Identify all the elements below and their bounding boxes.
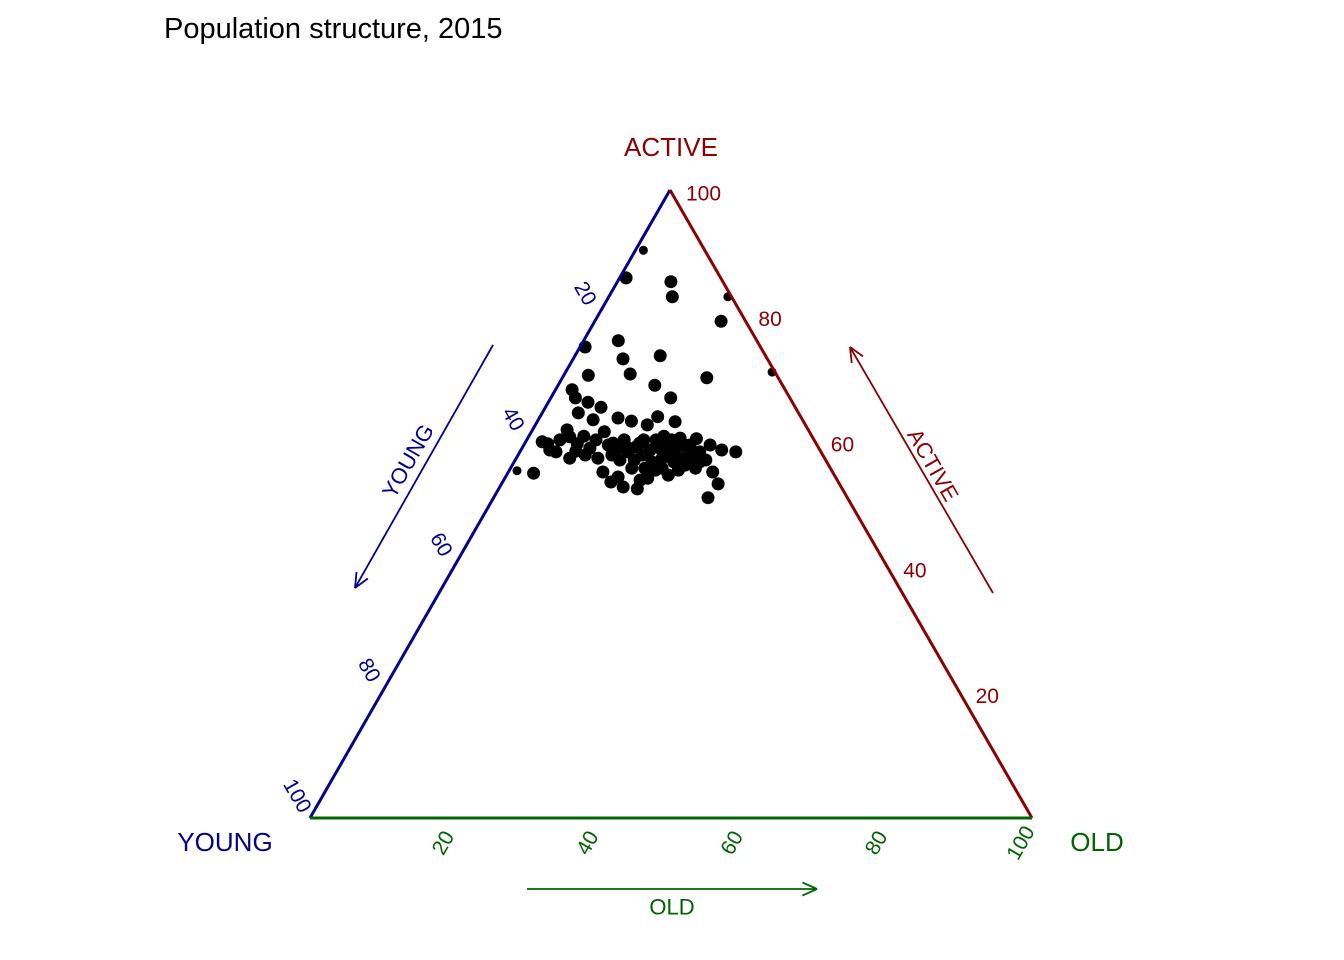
chart-title: Population structure, 2015	[164, 13, 503, 45]
data-point	[589, 433, 603, 447]
data-point	[624, 414, 638, 428]
arrow-label-young: YOUNG	[377, 420, 439, 502]
data-point	[706, 465, 720, 479]
data-point	[541, 437, 555, 451]
data-point	[616, 352, 630, 366]
young-direction-arrow-shaft	[354, 344, 494, 589]
data-point	[700, 371, 714, 385]
data-point	[594, 400, 608, 414]
data-point	[609, 443, 623, 457]
data-point	[611, 334, 625, 348]
data-point	[596, 465, 610, 479]
data-point	[653, 349, 667, 363]
tick-label-left: 20	[569, 278, 601, 310]
old-direction-arrow-head	[802, 881, 818, 890]
data-point	[616, 480, 630, 494]
data-point	[563, 430, 577, 444]
axis-left-edge	[308, 189, 672, 819]
young-direction-arrow-head	[354, 571, 358, 589]
data-point	[641, 471, 655, 485]
data-point	[664, 275, 678, 289]
data-point	[714, 314, 728, 328]
data-point	[527, 466, 541, 480]
tick-label-right: 40	[903, 559, 926, 582]
data-point	[553, 433, 567, 447]
corner-label-young: YOUNG	[177, 827, 272, 857]
active-direction-arrow-shaft	[849, 346, 994, 594]
data-point	[667, 455, 681, 469]
data-point	[637, 433, 651, 447]
tick-label-right: 20	[976, 685, 999, 708]
data-point	[617, 433, 631, 447]
data-point	[604, 475, 618, 489]
data-point	[578, 448, 592, 462]
data-point	[673, 431, 687, 445]
data-point	[581, 368, 595, 382]
data-point	[715, 443, 729, 457]
tick-label-bottom: 40	[572, 827, 604, 859]
data-point	[648, 378, 662, 392]
corner-label-active: ACTIVE	[624, 132, 718, 162]
data-point	[586, 413, 600, 427]
data-point	[625, 461, 639, 475]
data-point	[571, 406, 585, 420]
data-point	[597, 425, 611, 439]
data-point	[683, 438, 697, 452]
data-point	[678, 458, 692, 472]
active-direction-arrow-head	[849, 346, 864, 358]
tick-label-bottom: 20	[428, 827, 460, 859]
data-point	[568, 391, 582, 405]
arrow-label-old: OLD	[649, 895, 694, 920]
data-point	[623, 367, 637, 381]
data-point	[655, 461, 669, 475]
old-direction-arrow-head	[802, 888, 818, 897]
data-point	[563, 451, 577, 465]
young-direction-arrow-head	[354, 577, 369, 589]
data-point	[512, 466, 522, 476]
axis-right-edge	[668, 189, 1034, 819]
data-point	[581, 395, 595, 409]
data-point	[711, 477, 725, 491]
data-point	[729, 445, 743, 459]
tick-label-right: 100	[686, 183, 721, 206]
tick-label-bottom: 80	[861, 827, 893, 859]
tick-label-right: 60	[831, 434, 854, 457]
data-point	[699, 453, 713, 467]
data-point	[640, 418, 654, 432]
data-point	[638, 245, 648, 255]
data-point	[703, 438, 717, 452]
data-point	[611, 411, 625, 425]
tick-label-bottom: 100	[1002, 822, 1039, 864]
corner-label-old: OLD	[1070, 827, 1123, 857]
data-point	[549, 445, 563, 459]
data-point	[701, 491, 715, 505]
tick-label-left: 40	[497, 403, 529, 435]
data-point	[591, 451, 605, 465]
tick-label-right: 80	[758, 308, 781, 331]
data-point	[638, 461, 652, 475]
data-point	[613, 453, 627, 467]
data-point	[664, 391, 678, 405]
data-point	[651, 410, 665, 424]
data-point	[668, 415, 682, 429]
data-point	[643, 443, 657, 457]
data-point	[577, 429, 591, 443]
data-point	[665, 290, 679, 304]
tick-label-left: 80	[353, 655, 385, 687]
tick-label-left: 60	[425, 529, 457, 561]
active-direction-arrow-head	[849, 346, 853, 364]
data-point	[688, 461, 702, 475]
tick-label-left: 100	[278, 775, 315, 817]
data-point	[630, 482, 644, 496]
tick-label-bottom: 60	[716, 827, 748, 859]
arrow-label-active: ACTIVE	[902, 424, 963, 505]
